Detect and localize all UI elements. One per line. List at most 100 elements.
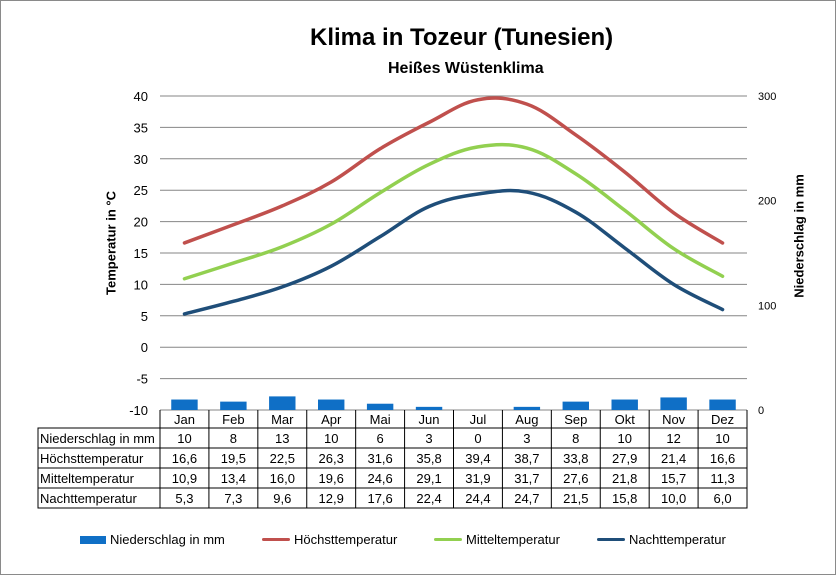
y-tick-label-left: 25	[134, 183, 148, 198]
table-cell-value: 29,1	[416, 471, 441, 486]
precipitation-bar	[513, 406, 541, 410]
x-tick-label: Sep	[564, 412, 587, 427]
table-cell-value: 5,3	[175, 491, 193, 506]
table-cell-value: 16,0	[270, 471, 295, 486]
y-tick-label-right: 200	[758, 196, 776, 208]
legend-item: Nachttemperatur	[597, 532, 726, 547]
y-tick-label-left: -5	[136, 372, 148, 387]
x-tick-label: Dez	[711, 412, 734, 427]
y-tick-label-left: 5	[141, 309, 148, 324]
x-tick-label: Jul	[470, 412, 487, 427]
table-cell-value: 3	[425, 431, 432, 446]
table-cell-value: 31,9	[465, 471, 490, 486]
table-cell-value: 31,7	[514, 471, 539, 486]
chart-title: Klima in Tozeur (Tunesien)	[310, 24, 614, 51]
y-tick-label-left: 30	[134, 152, 148, 167]
series-line-höchsttemperatur	[182, 96, 725, 245]
table-cell-value: 10	[177, 431, 191, 446]
table-cell-value: 8	[230, 431, 237, 446]
precipitation-bar	[269, 396, 296, 410]
table-cell-value: 21,8	[612, 471, 637, 486]
legend-swatch	[262, 538, 290, 541]
precipitation-bar	[415, 406, 443, 410]
table-cell-value: 24,4	[465, 491, 490, 506]
table-cell-value: 12	[666, 431, 680, 446]
legend-swatch	[597, 538, 625, 541]
table-cell-value: 10,9	[172, 471, 197, 486]
table-cell-value: 26,3	[319, 451, 344, 466]
table-cell-value: 12,9	[319, 491, 344, 506]
table-cell-value: 21,4	[661, 451, 686, 466]
chart-subtitle: Heißes Wüstenklima	[388, 60, 544, 77]
table-cell-value: 16,6	[710, 451, 735, 466]
x-tick-label: Nov	[662, 412, 686, 427]
x-tick-label: Jun	[419, 412, 440, 427]
table-cell-value: 13,4	[221, 471, 246, 486]
table-cell-value: 13	[275, 431, 289, 446]
table-cell-value: 27,9	[612, 451, 637, 466]
table-cell-value: 24,7	[514, 491, 539, 506]
table-cell-value: 22,4	[416, 491, 441, 506]
table-cell-value: 10	[324, 431, 338, 446]
table-row-header: Nachttemperatur	[40, 491, 137, 506]
series-line-mitteltemperatur	[182, 142, 725, 281]
y-tick-label-left: 35	[134, 120, 148, 135]
x-tick-label: Aug	[515, 412, 538, 427]
precipitation-bar	[709, 399, 736, 410]
y-tick-label-left: 15	[134, 246, 148, 261]
precipitation-bar	[220, 401, 247, 410]
table-row-header: Mitteltemperatur	[40, 471, 135, 486]
table-cell-value: 16,6	[172, 451, 197, 466]
legend-swatch	[434, 538, 462, 541]
table-cell-value: 9,6	[273, 491, 291, 506]
y-tick-label-left: 20	[134, 215, 148, 230]
precipitation-bar	[318, 399, 345, 410]
table-cell-value: 0	[474, 431, 481, 446]
y-tick-label-left: -10	[129, 403, 148, 418]
x-tick-label: Okt	[615, 412, 636, 427]
x-tick-label: Feb	[222, 412, 244, 427]
legend-swatch	[80, 535, 106, 544]
table-cell-value: 38,7	[514, 451, 539, 466]
table-cell-value: 27,6	[563, 471, 588, 486]
precipitation-bar	[562, 401, 589, 410]
legend-label: Mitteltemperatur	[466, 532, 560, 547]
legend-item: Mitteltemperatur	[434, 532, 560, 547]
table-cell-value: 31,6	[367, 451, 392, 466]
y-tick-label-left: 40	[134, 89, 148, 104]
y-tick-label-left: 10	[134, 277, 148, 292]
table-cell-value: 15,8	[612, 491, 637, 506]
table-cell-value: 8	[572, 431, 579, 446]
table-cell-value: 6	[377, 431, 384, 446]
table-cell-value: 21,5	[563, 491, 588, 506]
table-cell-value: 7,3	[224, 491, 242, 506]
legend-item: Niederschlag in mm	[80, 532, 225, 547]
x-tick-label: Mar	[271, 412, 294, 427]
precipitation-bar	[171, 399, 198, 410]
precipitation-bar	[660, 397, 687, 410]
table-row-header: Niederschlag in mm	[40, 431, 155, 446]
y-tick-label-left: 0	[141, 340, 148, 355]
table-cell-value: 10	[715, 431, 729, 446]
table-cell-value: 6,0	[714, 491, 732, 506]
table-cell-value: 3	[523, 431, 530, 446]
table-cell-value: 39,4	[465, 451, 490, 466]
legend-item: Höchsttemperatur	[262, 532, 397, 547]
legend-label: Nachttemperatur	[629, 532, 726, 547]
y-tick-label-right: 300	[758, 91, 776, 103]
x-tick-label: Apr	[321, 412, 342, 427]
table-cell-value: 24,6	[367, 471, 392, 486]
table-cell-value: 11,3	[710, 471, 734, 486]
table-cell-value: 15,7	[661, 471, 686, 486]
y-tick-label-right: 0	[758, 405, 764, 417]
legend-label: Niederschlag in mm	[110, 532, 225, 547]
precipitation-bar	[611, 399, 638, 410]
y-tick-label-right: 100	[758, 300, 776, 312]
table-cell-value: 35,8	[416, 451, 441, 466]
precipitation-bar	[366, 403, 394, 410]
table-cell-value: 22,5	[270, 451, 295, 466]
table-cell-value: 10	[617, 431, 631, 446]
x-tick-label: Jan	[174, 412, 195, 427]
series-line-nachttemperatur	[182, 188, 725, 316]
